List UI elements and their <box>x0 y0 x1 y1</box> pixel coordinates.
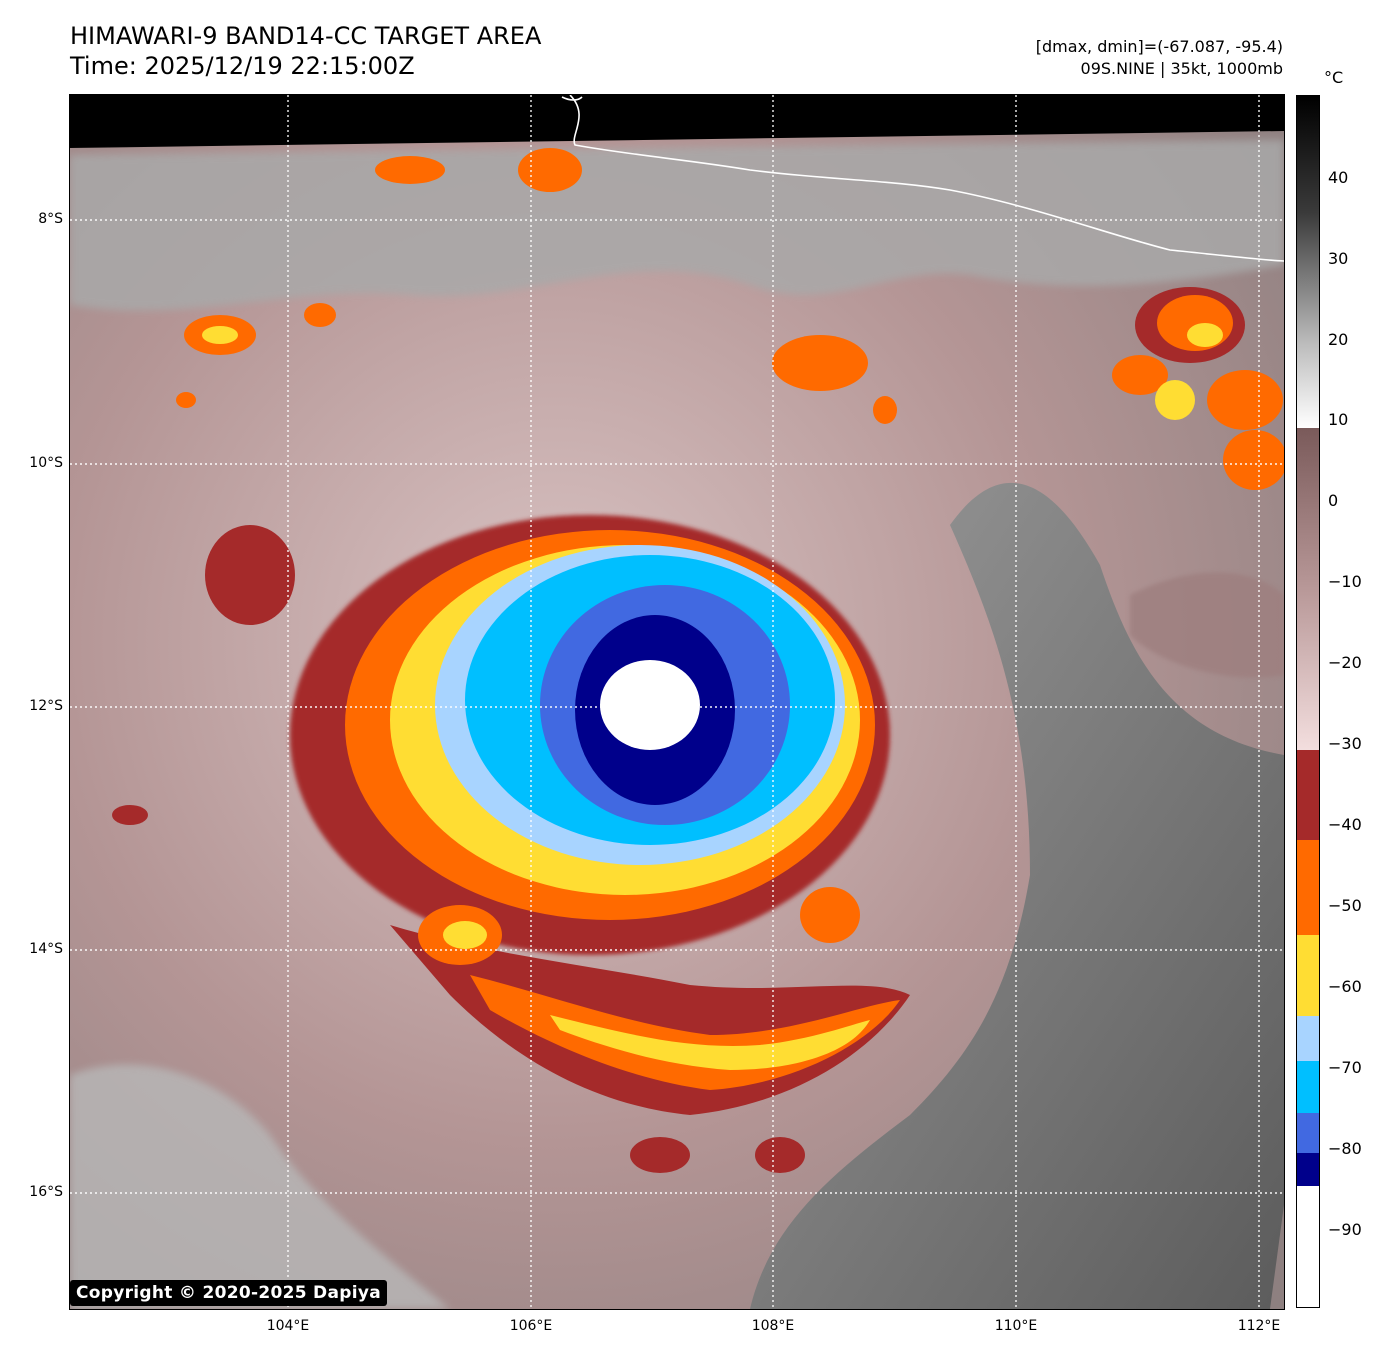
lon-label-104e: 104°E <box>266 1318 310 1334</box>
colorbar-label-m30: −30 <box>1328 734 1362 753</box>
colorbar-label-m60: −60 <box>1328 977 1362 996</box>
colorbar-m40-band <box>1297 840 1319 935</box>
convective-cells <box>112 148 1284 1173</box>
lon-label-112e: 112°E <box>1237 1318 1281 1334</box>
map-title: HIMAWARI-9 BAND14-CC TARGET AREA <box>70 22 542 50</box>
lat-label-16s: 16°S <box>29 1184 63 1200</box>
lon-label-106e: 106°E <box>509 1318 553 1334</box>
map-time: Time: 2025/12/19 22:15:00Z <box>70 52 415 80</box>
colorbar-label-30: 30 <box>1328 249 1349 268</box>
no-data-strip <box>70 95 1284 148</box>
colorbar-label-m20: −20 <box>1328 653 1362 672</box>
colorbar-m60-band <box>1297 1016 1319 1061</box>
satellite-map <box>70 95 1284 1309</box>
lat-label-8s: 8°S <box>38 211 63 227</box>
coastline <box>569 95 1284 262</box>
storm-info: 09S.NINE | 35kt, 1000mb <box>1080 59 1283 78</box>
lat-label-10s: 10°S <box>29 455 63 471</box>
cdo-m90 <box>600 660 700 750</box>
colorbar-warm-segment <box>1297 96 1319 428</box>
clear-sky-region <box>750 482 1284 1309</box>
graticule <box>70 95 1284 1309</box>
lon-label-110e: 110°E <box>994 1318 1038 1334</box>
colorbar-label-m40: −40 <box>1328 815 1362 834</box>
colorbar-unit: °C <box>1324 68 1344 87</box>
north-cloud-band <box>70 140 1284 311</box>
colorbar-label-m80: −80 <box>1328 1139 1362 1158</box>
colorbar-label-m50: −50 <box>1328 896 1362 915</box>
colorbar-m30-band <box>1297 750 1319 840</box>
colorbar-m85-band <box>1297 1153 1319 1186</box>
colorbar-mid-segment <box>1297 428 1319 750</box>
colorbar-m70-band <box>1297 1061 1319 1113</box>
colorbar-label-m70: −70 <box>1328 1058 1362 1077</box>
colorbar-label-40: 40 <box>1328 168 1349 187</box>
colorbar-label-m90: −90 <box>1328 1220 1362 1239</box>
colorbar-label-m10: −10 <box>1328 572 1362 591</box>
lat-label-14s: 14°S <box>29 941 63 957</box>
lon-label-108e: 108°E <box>751 1318 795 1334</box>
dmax-dmin-readout: [dmax, dmin]=(-67.087, -95.4) <box>1035 37 1283 56</box>
copyright-notice: Copyright © 2020-2025 Dapiya <box>70 1280 387 1306</box>
colorbar-m90-band <box>1297 1186 1319 1307</box>
southwest-cloud-patch <box>70 1064 450 1309</box>
colorbar-m80-band <box>1297 1113 1319 1153</box>
east-warm-cloud <box>1130 572 1284 678</box>
colorbar-label-10: 10 <box>1328 410 1349 429</box>
colorbar-label-0: 0 <box>1328 491 1339 510</box>
colorbar <box>1296 95 1320 1308</box>
colorbar-label-20: 20 <box>1328 330 1349 349</box>
colorbar-m50-band <box>1297 935 1319 1016</box>
lat-label-12s: 12°S <box>29 698 63 714</box>
